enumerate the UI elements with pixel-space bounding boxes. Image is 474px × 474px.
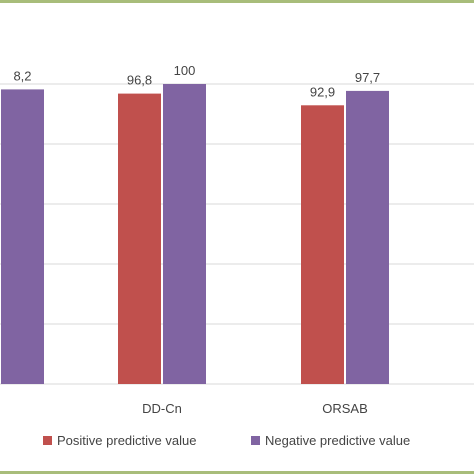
bars (1, 84, 389, 385)
legend-label-negative: Negative predictive value (265, 433, 410, 448)
value-label-negative-3: 97,7 (355, 70, 380, 85)
category-labels: DD-Cn ORSAB (142, 401, 368, 416)
legend: Positive predictive value Negative predi… (43, 433, 410, 448)
bar-negative-3 (346, 90, 389, 385)
category-label-3: ORSAB (322, 401, 368, 416)
legend-label-positive: Positive predictive value (57, 433, 196, 448)
bar-negative-2 (163, 84, 206, 384)
legend-swatch-negative (251, 436, 260, 445)
bar-positive-3 (301, 105, 344, 385)
value-label-positive-2: 96,8 (127, 73, 152, 88)
value-label-negative-2: 100 (174, 63, 196, 78)
bar-positive-2 (118, 93, 161, 384)
bar-negative-1 (1, 89, 44, 385)
value-labels: 96,8 92,9 8,2 100 97,7 (13, 63, 380, 99)
gridlines (0, 83, 474, 385)
value-label-positive-3: 92,9 (310, 84, 335, 99)
legend-swatch-positive (43, 436, 52, 445)
value-label-negative-1: 8,2 (13, 68, 31, 83)
category-label-2: DD-Cn (142, 401, 182, 416)
